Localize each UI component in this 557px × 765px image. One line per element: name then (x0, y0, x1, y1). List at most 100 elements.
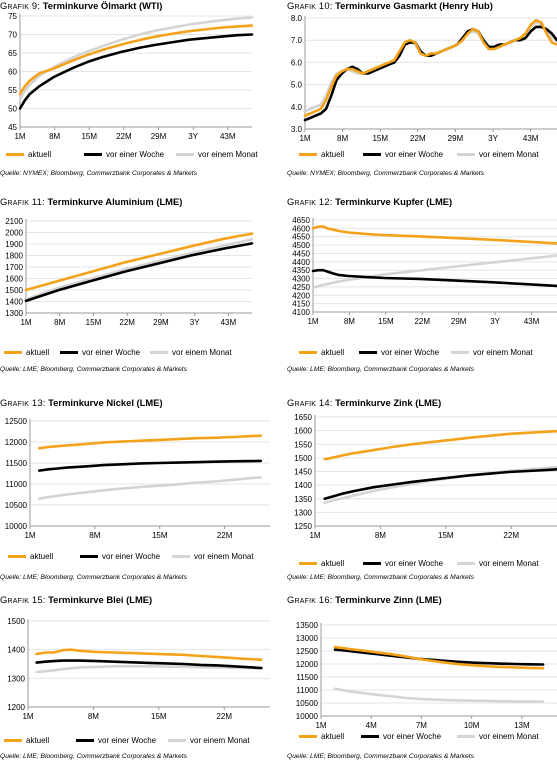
chart-panel-11: Grafik 11: Terminkurve Aluminium (LME) 1… (0, 196, 272, 378)
legend-item-woche: vor einer Woche (363, 559, 443, 568)
y-tick-label: 1350 (294, 495, 312, 504)
legend-item-aktuell: aktuell (299, 348, 344, 357)
y-tick-label: 1600 (294, 427, 312, 436)
x-tick-label: 22M (410, 134, 426, 143)
chart-title: Grafik 10: Terminkurve Gasmarkt (Henry H… (287, 0, 493, 11)
x-tick-label: 13M (514, 721, 530, 730)
legend-item-woche: vor einer Woche (60, 348, 140, 357)
chart-legend: aktuell vor einer Woche vor einem Monat (0, 552, 272, 564)
y-tick-label: 1200 (7, 703, 25, 712)
chart-plot: 10000 10500 11000 11500 12000 12500 1M 8M 15M 22M (5, 417, 270, 540)
x-tick-label: 3Y (188, 132, 198, 141)
y-tick-label: 4250 (292, 283, 310, 292)
x-tick-label: 1M (299, 134, 310, 143)
y-tick-label: 11500 (5, 459, 27, 468)
series-line-aktuell (35, 648, 263, 661)
chart-panel-14: Grafik 14: Terminkurve Zink (LME) 1250 13… (287, 397, 557, 583)
series-line-aktuell (303, 18, 557, 117)
y-tick-label: 1500 (5, 286, 23, 295)
x-tick-label: 1M (315, 721, 326, 730)
series-line-aktuell (24, 232, 254, 292)
x-tick-label: 29M (151, 132, 167, 141)
chart-panel-15: Grafik 15: Terminkurve Blei (LME) 1200 13… (0, 594, 272, 765)
y-tick-label: 3.0 (291, 125, 303, 134)
legend-item-monat: vor einem Monat (457, 732, 539, 741)
legend-item-monat: vor einem Monat (457, 150, 539, 159)
series-line-woche (35, 659, 263, 670)
chart-source: Quelle: LME; Bloomberg, Commerzbank Corp… (0, 574, 187, 581)
legend-item-aktuell: aktuell (299, 150, 344, 159)
chart-source: Quelle: LME; Bloomberg, Commerzbank Corp… (0, 366, 187, 373)
y-tick-label: 1450 (294, 468, 312, 477)
y-tick-label: 10500 (296, 699, 319, 708)
y-tick-label: 1550 (294, 440, 312, 449)
x-tick-label: 8M (54, 318, 65, 327)
x-tick-label: 15M (372, 134, 388, 143)
x-tick-label: 15M (152, 531, 168, 540)
y-tick-label: 1500 (7, 617, 25, 626)
chart-title: Grafik 16: Terminkurve Zinn (LME) (287, 594, 442, 605)
y-tick-label: 11000 (296, 686, 318, 695)
chart-plot: 1300 1400 1500 1600 1700 1800 1900 2000 2100 1M 8M… (5, 217, 254, 327)
chart-legend: aktuell vor einer Woche vor einem Monat (287, 348, 557, 360)
y-tick-label: 1650 (294, 413, 312, 422)
chart-title: Grafik 9: Terminkurve Ölmarkt (WTI) (0, 0, 163, 11)
x-tick-label: 22M (116, 132, 132, 141)
y-tick-label: 1300 (5, 309, 23, 318)
y-tick-label: 12000 (5, 438, 28, 447)
chart-panel-9: Grafik 9: Terminkurve Ölmarkt (WTI) 45 50… (0, 0, 272, 182)
series-line-monat (35, 665, 263, 674)
legend-item-monat: vor einem Monat (457, 559, 539, 568)
x-tick-label: 15M (378, 317, 394, 326)
legend-item-woche: vor einer Woche (363, 150, 443, 159)
y-tick-label: 1400 (5, 298, 23, 307)
legend-item-monat: vor einem Monat (176, 150, 258, 159)
y-tick-label: 45 (8, 123, 17, 132)
x-tick-label: 8M (344, 317, 355, 326)
x-tick-label: 22M (217, 531, 233, 540)
y-tick-label: 2000 (5, 229, 23, 238)
y-tick-label: 4450 (292, 249, 310, 258)
chart-legend: aktuell vor einer Woche vor einem Monat (287, 559, 557, 571)
x-tick-label: 43M (524, 317, 540, 326)
x-tick-label: 3Y (488, 134, 498, 143)
x-tick-label: 15M (151, 712, 167, 721)
x-tick-label: 43M (221, 318, 237, 327)
x-tick-label: 15M (81, 132, 97, 141)
chart-legend: aktuell vor einer Woche vor einem Monat (287, 732, 557, 744)
legend-item-aktuell: aktuell (299, 559, 344, 568)
chart-panel-12: Grafik 12: Terminkurve Kupfer (LME) 4100… (287, 196, 557, 378)
chart-plot: 3.0 4.0 5.0 6.0 7.0 8.0 1M 8M 15M 22M 29M 3Y 43M (291, 14, 557, 143)
y-tick-label: 4.0 (291, 103, 303, 112)
chart-plot: 1200 1300 1400 1500 1M 8M 15M 22M (7, 617, 270, 721)
y-tick-label: 4300 (292, 275, 310, 284)
y-tick-label: 1400 (7, 646, 25, 655)
chart-panel-10: Grafik 10: Terminkurve Gasmarkt (Henry H… (287, 0, 557, 182)
y-tick-label: 11500 (296, 673, 318, 682)
y-tick-label: 12500 (296, 647, 319, 656)
series-line-woche (24, 242, 254, 303)
y-tick-label: 55 (8, 86, 17, 95)
legend-item-aktuell: aktuell (4, 736, 49, 745)
x-tick-label: 1M (14, 132, 25, 141)
y-tick-label: 12500 (5, 417, 28, 426)
legend-item-monat: vor einem Monat (172, 552, 254, 561)
chart-legend: aktuell vor einer Woche vor einem Monat (287, 150, 557, 162)
y-tick-label: 1400 (294, 481, 312, 490)
series-line-aktuell (37, 434, 263, 450)
x-tick-label: 43M (220, 132, 236, 141)
chart-title: Grafik 14: Terminkurve Zink (LME) (287, 397, 442, 408)
legend-item-aktuell: aktuell (4, 348, 49, 357)
legend-item-woche: vor einer Woche (359, 348, 439, 357)
y-tick-label: 4100 (292, 308, 310, 317)
y-tick-label: 6.0 (291, 58, 303, 67)
y-tick-label: 50 (8, 105, 17, 114)
series-line-woche (37, 459, 263, 472)
x-tick-label: 7M (416, 721, 427, 730)
y-tick-label: 60 (8, 68, 17, 77)
legend-item-monat: vor einem Monat (168, 736, 250, 745)
chart-panel-16: Grafik 16: Terminkurve Zinn (LME) 10000 1… (287, 594, 557, 765)
series-line-woche (303, 25, 557, 122)
y-tick-label: 1300 (294, 508, 312, 517)
chart-title: Grafik 11: Terminkurve Aluminium (LME) (0, 196, 183, 207)
